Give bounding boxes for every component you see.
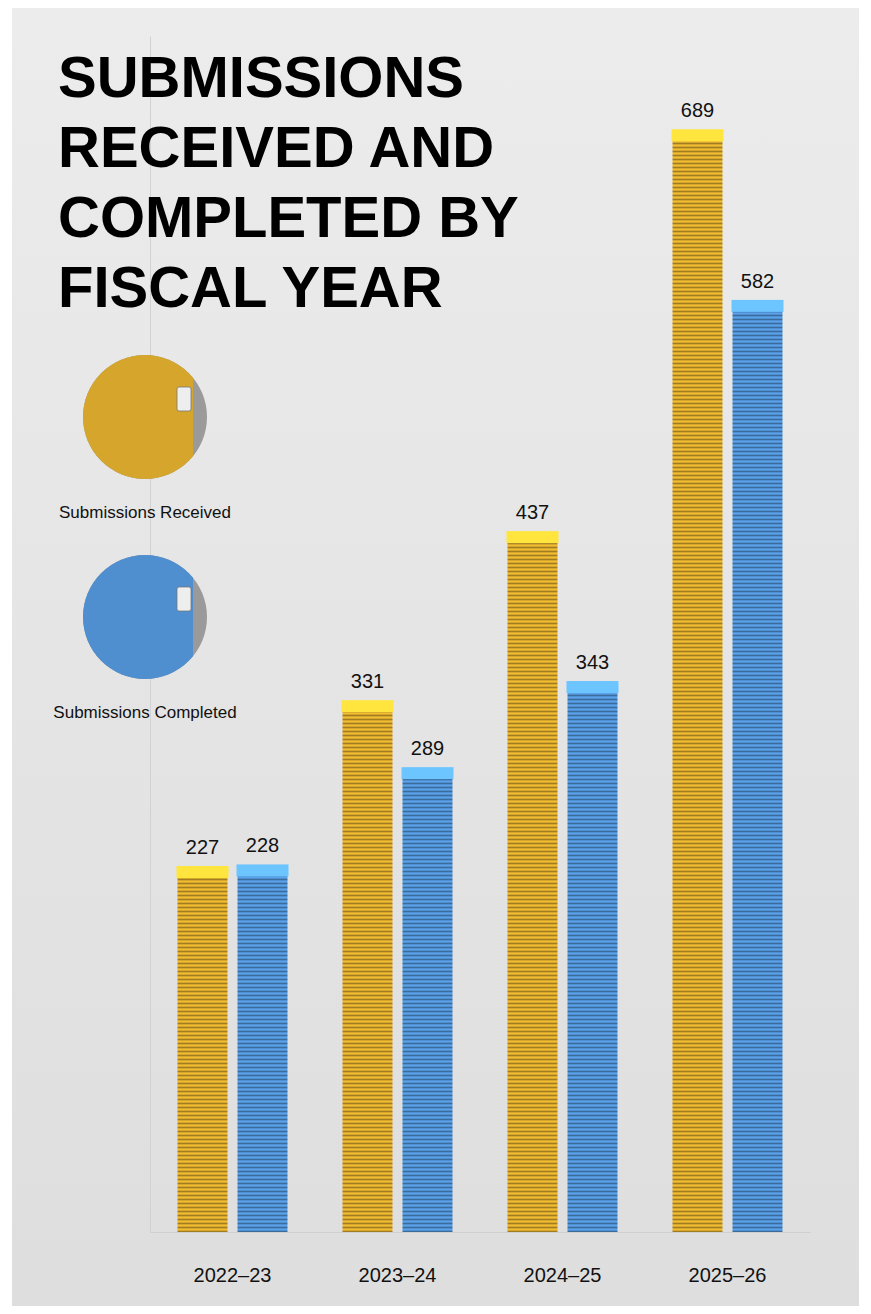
legend-badge — [83, 355, 207, 479]
bar-cap — [506, 531, 558, 543]
x-tick: 2022–23 — [194, 1232, 272, 1286]
data-label: 689 — [681, 99, 714, 121]
title-line: COMPLETED BY — [58, 184, 519, 249]
legend-tab — [177, 387, 191, 411]
chart: 2273314376892282893435822022–232023–2420… — [0, 0, 871, 1314]
title-line: RECEIVED AND — [58, 114, 494, 179]
data-label: 437 — [516, 501, 549, 523]
data-label: 289 — [411, 737, 444, 759]
legend-item: Submissions Received — [59, 355, 231, 522]
legend-swatch — [83, 355, 193, 479]
title-line: FISCAL YEAR — [58, 254, 443, 319]
bar-cap — [176, 866, 228, 878]
bar — [177, 870, 227, 1232]
bar — [672, 133, 722, 1232]
x-tick: 2023–24 — [359, 1232, 437, 1286]
data-label: 331 — [351, 670, 384, 692]
legend-item: Submissions Completed — [53, 555, 236, 722]
x-tick-label: 2024–25 — [524, 1264, 602, 1286]
legend-label: Submissions Received — [59, 503, 231, 522]
legend-tab — [177, 587, 191, 611]
bar-cap — [402, 767, 454, 779]
bar — [342, 704, 392, 1232]
bar — [403, 771, 453, 1232]
series-bars — [237, 300, 784, 1232]
bar — [507, 535, 557, 1232]
x-tick: 2024–25 — [524, 1232, 602, 1286]
legend-label: Submissions Completed — [53, 703, 236, 722]
data-label: 343 — [576, 651, 609, 673]
data-label: 582 — [741, 270, 774, 292]
data-label: 227 — [186, 836, 219, 858]
x-axis-line — [151, 1232, 811, 1233]
x-tick-label: 2023–24 — [359, 1264, 437, 1286]
bar-cap — [237, 864, 289, 876]
bar-cap — [341, 700, 393, 712]
bar-cap — [567, 681, 619, 693]
legend: Submissions Received Submissions Complete… — [53, 355, 236, 722]
bar — [568, 685, 618, 1232]
bar — [238, 868, 288, 1232]
title: SUBMISSIONSRECEIVED ANDCOMPLETED BYFISCA… — [58, 44, 519, 319]
background — [12, 8, 859, 1306]
data-label: 228 — [246, 834, 279, 856]
x-tick-label: 2022–23 — [194, 1264, 272, 1286]
bar-cap — [732, 300, 784, 312]
x-tick-label: 2025–26 — [689, 1264, 767, 1286]
legend-swatch — [83, 555, 193, 679]
title-line: SUBMISSIONS — [58, 44, 464, 109]
x-axis: 2022–23 2023–24 2024–25 2025–26 — [151, 1232, 811, 1286]
bar — [733, 304, 783, 1232]
legend-badge — [83, 555, 207, 679]
bar-cap — [671, 129, 723, 141]
x-tick: 2025–26 — [689, 1232, 767, 1286]
